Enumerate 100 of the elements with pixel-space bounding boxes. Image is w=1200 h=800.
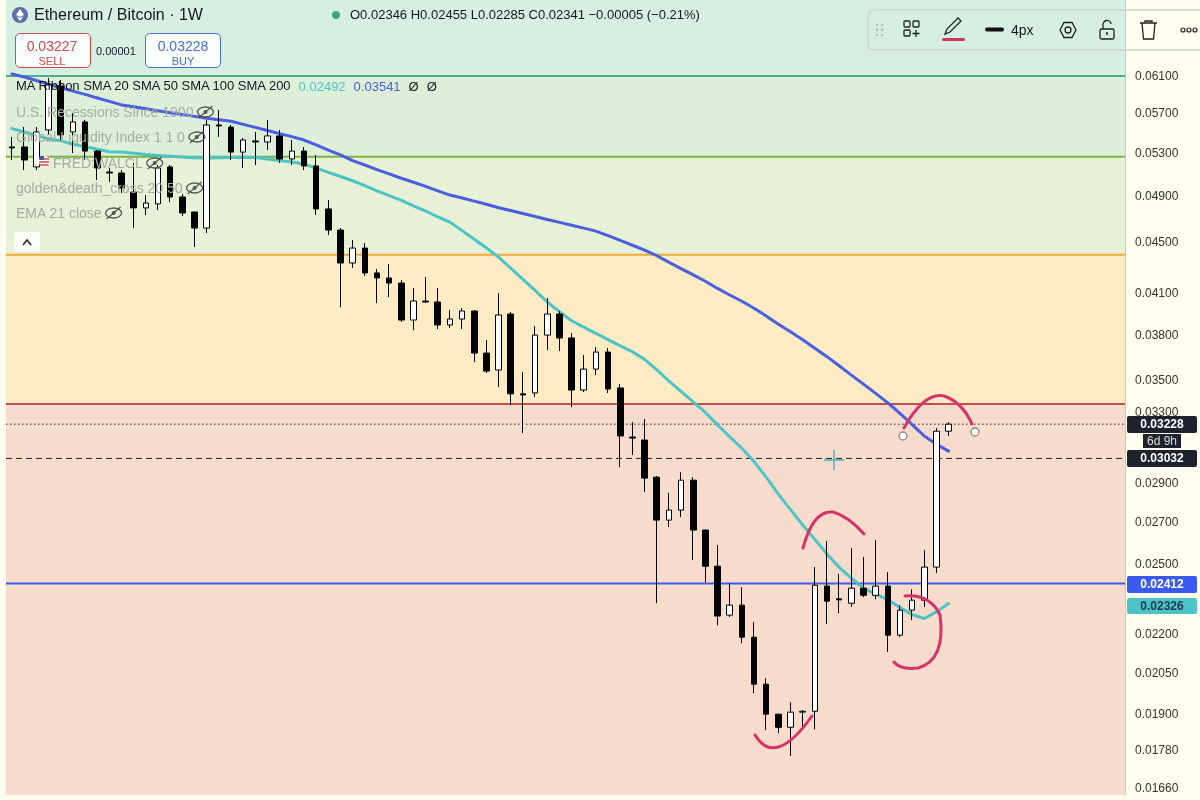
y-tick-label: 0.05700 [1135, 106, 1179, 121]
candlestick [422, 276, 429, 304]
candlestick [751, 621, 757, 694]
candlestick [593, 346, 599, 376]
y-tick-label: 0.02900 [1135, 475, 1179, 490]
candlestick [228, 124, 234, 161]
candlestick [216, 109, 222, 138]
ref-line-label: 0.03032 [1127, 450, 1197, 468]
candlestick [714, 544, 721, 626]
candlestick [362, 242, 368, 277]
candlestick [203, 119, 210, 234]
y-tick-label: 0.06100 [1135, 69, 1179, 83]
candlestick [301, 146, 307, 171]
candlestick [434, 287, 441, 330]
candlestick [702, 529, 709, 583]
annotation: 0.03227 [26, 38, 78, 54]
candlestick [568, 332, 575, 408]
candlestick [812, 566, 818, 730]
candlestick [495, 292, 502, 388]
line-series [10, 127, 951, 620]
ref-line-label: 0.03228 [1127, 416, 1197, 434]
candlestick [544, 297, 551, 351]
candlestick [264, 119, 271, 151]
candlestick [605, 347, 611, 394]
annotation: Ø [426, 79, 437, 94]
y-tick-label: 0.02200 [1135, 626, 1179, 641]
y-tick-label: 0.05300 [1135, 145, 1179, 160]
candlestick [690, 476, 697, 561]
candlestick [787, 701, 794, 757]
candlestick [191, 211, 198, 248]
candlestick [653, 475, 660, 604]
candlestick [848, 547, 855, 608]
candlestick [629, 421, 636, 456]
candlestick [580, 354, 587, 393]
candlestick [447, 309, 453, 329]
candlestick [313, 154, 319, 216]
y-tick-label: 0.02500 [1135, 557, 1179, 572]
candlestick [9, 136, 15, 161]
candlestick [921, 549, 928, 608]
candlestick [471, 309, 478, 363]
chart-title: Ethereum / Bitcoin · 1W [34, 6, 203, 23]
candlestick [641, 418, 648, 493]
candlestick [860, 556, 867, 598]
candlestick [106, 167, 113, 183]
candlestick [483, 339, 490, 374]
candlestick [143, 194, 149, 216]
candlestick [617, 383, 624, 468]
annotation: BUY [171, 55, 195, 67]
annotation: SELL [38, 55, 66, 67]
annotation: EMA 21 close [16, 205, 102, 221]
candlestick [909, 588, 915, 621]
candlestick [337, 227, 344, 308]
candlestick [678, 471, 684, 518]
y-tick-label: 0.04500 [1135, 235, 1179, 250]
candlestick [520, 371, 526, 434]
candlestick [240, 137, 246, 169]
candlestick [824, 540, 830, 625]
candlestick [836, 573, 842, 614]
candlestick [556, 310, 563, 352]
annotation: 0.03228 [157, 38, 209, 54]
candlestick [532, 325, 538, 398]
candlestick [289, 139, 295, 166]
text: 0.02326 [1127, 598, 1197, 614]
annotation: 0.03541 [353, 79, 401, 94]
annotation: 4px [1011, 22, 1034, 38]
candlestick [349, 239, 356, 269]
candlestick [885, 571, 891, 653]
candlestick [775, 713, 782, 734]
candlestick [179, 193, 186, 217]
annotation: Ø [408, 79, 419, 94]
y-tick-label: 0.01780 [1135, 742, 1179, 757]
candlestick [410, 287, 417, 331]
candlestick [386, 263, 392, 298]
annotation: 0.00001 [96, 45, 136, 57]
candlestick [276, 129, 283, 164]
y-tick-label: 0.04900 [1135, 188, 1179, 203]
candlestick [799, 709, 806, 728]
annotation: 0.02492 [298, 79, 346, 94]
y-tick-label: 0.03800 [1135, 327, 1179, 342]
candlestick [897, 604, 903, 638]
y-tick-label: 0.04100 [1135, 286, 1179, 301]
candlestick [507, 311, 514, 406]
candlestick [872, 539, 879, 600]
candlestick [763, 677, 769, 731]
y-tick-label: 0.01900 [1135, 707, 1179, 722]
y-tick-label: 0.03500 [1135, 372, 1179, 387]
candlestick [325, 199, 332, 236]
y-tick-label: 0.01660 [1135, 781, 1179, 796]
candlestick [945, 421, 952, 437]
text: O0.02346 H0.02455 L0.02285 C0.02341 −0.00005 (−0.21%) [350, 7, 700, 22]
candlestick [374, 268, 380, 304]
candlestick [933, 427, 940, 574]
candlestick [666, 492, 672, 528]
text: 6d 9h [1142, 434, 1182, 448]
line-series [10, 72, 951, 453]
candlestick [739, 586, 745, 644]
ref-line-label: 0.02412 [1127, 575, 1197, 593]
y-tick-label: 0.02050 [1135, 665, 1179, 680]
candlestick [459, 307, 465, 330]
candlestick [398, 279, 405, 323]
